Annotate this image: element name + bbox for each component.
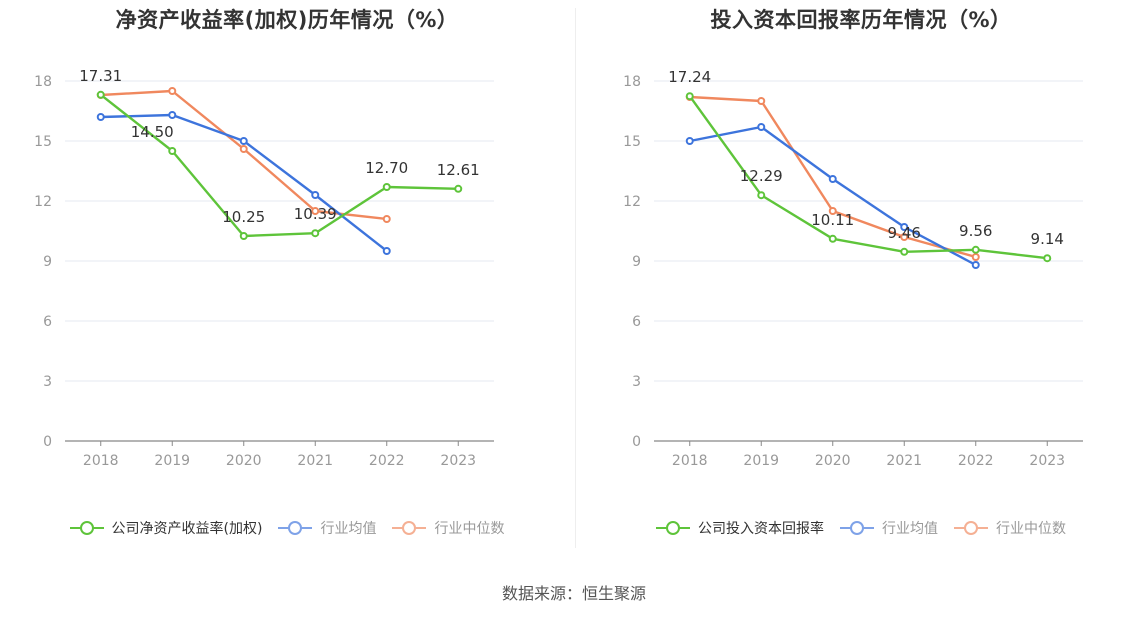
roe-data-label: 17.31 — [79, 67, 122, 85]
roe-x-tick-label: 2023 — [440, 453, 476, 469]
roic-series-point-0 — [828, 234, 837, 243]
roic-y-tick-label: 0 — [632, 434, 641, 450]
legend-line-circle-icon — [954, 521, 988, 535]
roe-data-label: 10.39 — [294, 205, 337, 223]
roe-legend-item-2[interactable]: 行业中位数 — [392, 518, 504, 538]
roe-series-point-2 — [239, 145, 248, 153]
roic-y-tick-label: 6 — [632, 314, 641, 330]
roe-data-label: 14.50 — [131, 123, 174, 141]
roe-y-tick-label: 12 — [34, 194, 52, 210]
roe-legend: 公司净资产收益率(加权) 行业均值 行业中位数 — [0, 518, 574, 538]
roic-data-label: 10.11 — [811, 211, 854, 229]
roe-legend-item-1[interactable]: 行业均值 — [278, 518, 376, 538]
roe-x-tick-label: 2021 — [297, 453, 333, 469]
roic-series-point-1 — [685, 137, 694, 145]
roic-x-tick-label: 2022 — [958, 453, 994, 469]
roic-data-label: 12.29 — [740, 167, 783, 185]
roic-data-label: 9.56 — [959, 222, 992, 240]
roe-y-tick-label: 15 — [34, 134, 52, 150]
roic-y-tick-label: 9 — [632, 254, 641, 270]
legend-label: 行业中位数 — [434, 521, 505, 537]
roic-legend-item-0[interactable]: 公司投入资本回报率 — [656, 518, 824, 538]
roic-legend: 公司投入资本回报率 行业均值 行业中位数 — [574, 518, 1148, 538]
roic-series-point-0 — [900, 247, 909, 256]
roe-series-point-1 — [96, 113, 105, 121]
roic-series-point-0 — [757, 191, 766, 200]
roic-x-tick-label: 2020 — [815, 453, 851, 469]
roic-series-point-2 — [828, 207, 837, 215]
roe-series-line-2 — [100, 89, 387, 221]
roic-series-point-1 — [900, 223, 909, 231]
legend-label: 行业均值 — [882, 521, 938, 537]
roe-series-point-1 — [239, 137, 248, 145]
roe-series-point-0 — [96, 90, 105, 99]
roic-series-point-0 — [685, 92, 694, 101]
roic-y-tick-label: 18 — [623, 74, 641, 90]
panel-divider — [575, 8, 576, 548]
roic-y-tick-label: 15 — [623, 134, 641, 150]
roe-y-tick-label: 0 — [43, 434, 52, 450]
roe-x-tick-label: 2019 — [154, 453, 190, 469]
roe-y-tick-label: 18 — [34, 74, 52, 90]
roic-chart-panel: 投入资本回报率历年情况（%） 0 3 6 9 12 15 18 2018 2019 2020 202… — [574, 0, 1148, 560]
roe-y-tick-label: 3 — [43, 374, 52, 390]
roe-series-point-1 — [382, 247, 391, 255]
roe-data-label: 12.70 — [365, 159, 408, 177]
legend-line-circle-icon — [69, 521, 104, 535]
roe-data-label: 10.25 — [222, 208, 265, 226]
roe-series-point-2 — [168, 87, 177, 95]
roic-data-label: 9.46 — [888, 224, 921, 242]
roe-x-tick-label: 2020 — [226, 453, 262, 469]
roe-chart-panel: 净资产收益率(加权)历年情况（%） 0 3 6 9 12 15 18 2018 2019 2020… — [0, 0, 574, 560]
roe-x-tick-label: 2022 — [369, 453, 405, 469]
legend-line-circle-icon — [656, 521, 690, 535]
legend-label: 行业均值 — [320, 521, 377, 537]
roic-series-line-0 — [688, 95, 1048, 260]
legend-label: 行业中位数 — [996, 521, 1066, 537]
roe-series-point-2 — [382, 215, 391, 223]
roe-legend-item-0[interactable]: 公司净资产收益率(加权) — [69, 518, 263, 538]
roe-series-point-0 — [311, 229, 320, 238]
legend-label: 公司投入资本回报率 — [698, 521, 824, 537]
roic-series-point-0 — [971, 245, 980, 254]
roe-series-point-0 — [454, 184, 463, 193]
roe-chart-svg: 0 3 6 9 12 15 18 2018 2019 2020 2021 2022 2023 17.31 1… — [34, 67, 494, 469]
roe-series-point-1 — [168, 111, 177, 119]
data-source-note: 数据来源：恒生聚源 — [501, 584, 646, 603]
roic-series-point-2 — [757, 97, 766, 105]
roic-series-point-2 — [900, 233, 909, 241]
roic-y-tick-label: 3 — [632, 374, 641, 390]
roic-x-tick-label: 2021 — [886, 453, 922, 469]
legend-line-circle-icon — [278, 521, 313, 535]
roic-chart-svg: 0 3 6 9 12 15 18 2018 2019 2020 2021 2022 2023 17.24 1… — [623, 68, 1083, 469]
roic-series-point-1 — [828, 175, 837, 183]
roic-series-point-0 — [1043, 254, 1052, 263]
roic-data-label: 17.24 — [668, 68, 711, 86]
roe-series-point-2 — [311, 207, 320, 215]
roic-x-tick-label: 2018 — [672, 453, 708, 469]
roe-chart-title: 净资产收益率(加权)历年情况（%） — [115, 8, 459, 32]
roic-data-label: 9.14 — [1031, 230, 1064, 248]
roe-series-point-0 — [239, 232, 248, 240]
roe-data-label: 12.61 — [437, 161, 480, 179]
roic-legend-item-1[interactable]: 行业均值 — [840, 518, 938, 538]
roic-series-point-2 — [971, 253, 980, 261]
roic-series-point-1 — [971, 261, 980, 269]
roe-series-point-0 — [168, 147, 177, 155]
roe-series-line-0 — [100, 93, 459, 238]
roic-x-tick-label: 2019 — [743, 453, 779, 469]
legend-line-circle-icon — [392, 521, 427, 535]
legend-label: 公司净资产收益率(加权) — [111, 521, 263, 537]
roic-x-tick-label: 2023 — [1029, 453, 1065, 469]
roe-series-point-1 — [311, 191, 320, 199]
roic-chart-title: 投入资本回报率历年情况（%） — [710, 8, 1012, 32]
roe-y-tick-label: 6 — [43, 314, 52, 330]
roe-series-point-0 — [382, 183, 391, 191]
roic-y-tick-label: 12 — [623, 194, 641, 210]
roe-x-tick-label: 2018 — [83, 453, 119, 469]
roic-series-point-1 — [757, 123, 766, 131]
roe-y-tick-label: 9 — [43, 254, 52, 270]
roic-legend-item-2[interactable]: 行业中位数 — [954, 518, 1066, 538]
legend-line-circle-icon — [840, 521, 874, 535]
